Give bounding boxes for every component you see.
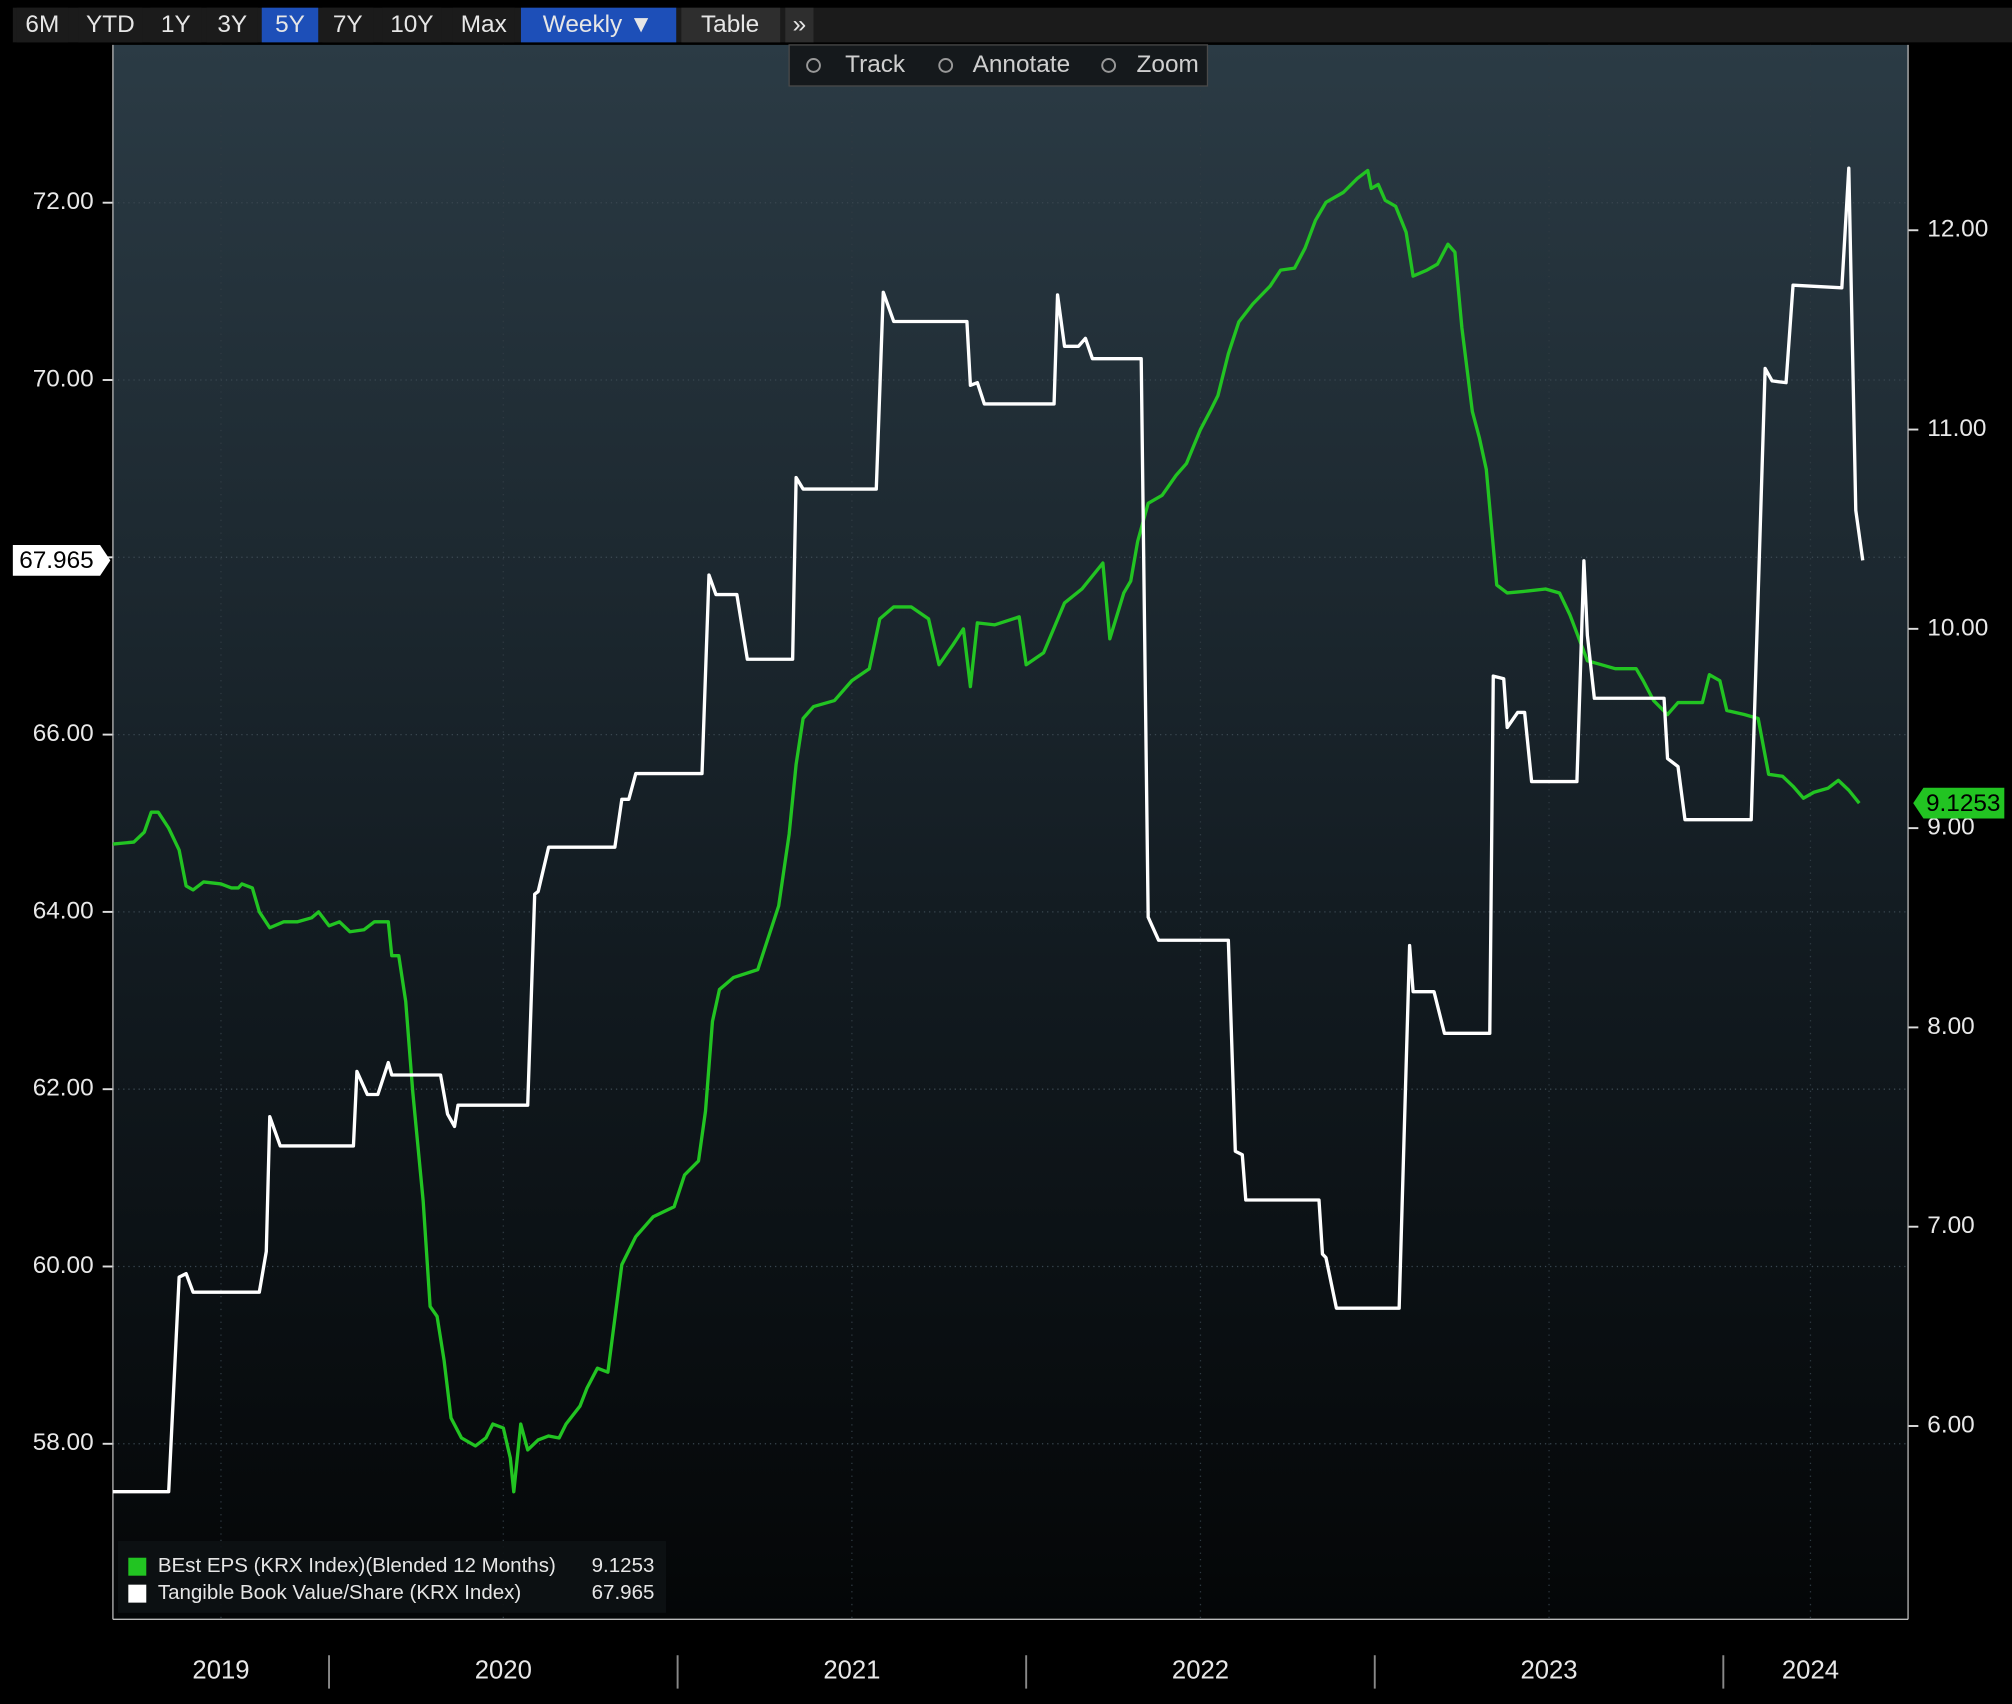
- range-label[interactable]: 5Y: [275, 11, 305, 38]
- legend-value: 67.965: [592, 1581, 655, 1604]
- legend-box: [118, 1541, 666, 1613]
- y2-tick-label: 8.00: [1927, 1013, 1974, 1040]
- last-value-label: 9.1253: [1926, 790, 2001, 817]
- range-label[interactable]: 7Y: [333, 11, 363, 38]
- range-label[interactable]: 10Y: [390, 11, 433, 38]
- tool-label[interactable]: Track: [845, 51, 906, 78]
- y-tick-label: 60.00: [33, 1252, 94, 1279]
- legend-label: Tangible Book Value/Share (KRX Index): [158, 1581, 521, 1604]
- tool-icon[interactable]: [938, 58, 954, 73]
- range-label[interactable]: YTD: [86, 11, 135, 38]
- series-line: [112, 166, 1865, 1494]
- range-button[interactable]: [16, 7, 69, 43]
- range-button[interactable]: [261, 7, 319, 43]
- legend-swatch: [128, 1557, 147, 1576]
- table-label[interactable]: Table: [701, 11, 759, 38]
- frequency-button[interactable]: [520, 7, 677, 43]
- range-label[interactable]: 6M: [25, 11, 59, 38]
- more-button[interactable]: [785, 7, 814, 43]
- range-label[interactable]: Max: [461, 11, 507, 38]
- range-button[interactable]: [382, 7, 442, 43]
- tools-box: [788, 44, 1209, 87]
- plot-area: [112, 44, 1909, 1620]
- frequency-label[interactable]: Weekly ▼: [543, 11, 653, 38]
- last-value-tag: [12, 545, 111, 576]
- legend-value: 9.1253: [592, 1554, 655, 1577]
- y-tick-label: 70.00: [33, 365, 94, 392]
- y-tick-label: 58.00: [33, 1429, 94, 1456]
- x-tick-label: 2021: [823, 1657, 880, 1685]
- table-button[interactable]: [681, 7, 781, 43]
- x-tick-label: 2023: [1520, 1657, 1577, 1685]
- tool-icon[interactable]: [1101, 58, 1117, 73]
- more-label[interactable]: »: [793, 11, 807, 38]
- range-button[interactable]: [452, 7, 515, 43]
- range-button[interactable]: [78, 7, 143, 43]
- range-button[interactable]: [322, 7, 374, 43]
- y2-tick-label: 6.00: [1927, 1411, 1974, 1438]
- y2-tick-label: 12.00: [1927, 216, 1988, 243]
- series-line: [112, 168, 1861, 1494]
- tool-label[interactable]: Annotate: [973, 51, 1071, 78]
- range-label[interactable]: 3Y: [217, 11, 247, 38]
- range-label[interactable]: 1Y: [161, 11, 191, 38]
- y2-tick-label: 11.00: [1927, 415, 1986, 442]
- x-tick-label: 2024: [1782, 1657, 1839, 1685]
- y-tick-label: 62.00: [33, 1075, 94, 1102]
- tool-label[interactable]: Zoom: [1137, 51, 1199, 78]
- y-tick-label: 64.00: [33, 897, 94, 924]
- legend-label: BEst EPS (KRX Index)(Blended 12 Months): [158, 1554, 556, 1577]
- x-tick-label: 2020: [475, 1657, 532, 1685]
- y2-tick-label: 10.00: [1927, 614, 1988, 641]
- last-value-label: 67.965: [19, 547, 94, 574]
- y-tick-label: 66.00: [33, 720, 94, 747]
- legend-swatch: [128, 1584, 147, 1603]
- range-button[interactable]: [206, 7, 258, 43]
- y-tick-label: 72.00: [33, 188, 94, 215]
- x-tick-label: 2019: [192, 1657, 249, 1685]
- range-button[interactable]: [150, 7, 202, 43]
- last-value-tag: [1913, 787, 2005, 819]
- y2-tick-label: 7.00: [1927, 1212, 1974, 1239]
- tool-icon[interactable]: [806, 58, 821, 73]
- x-tick-label: 2022: [1172, 1657, 1229, 1685]
